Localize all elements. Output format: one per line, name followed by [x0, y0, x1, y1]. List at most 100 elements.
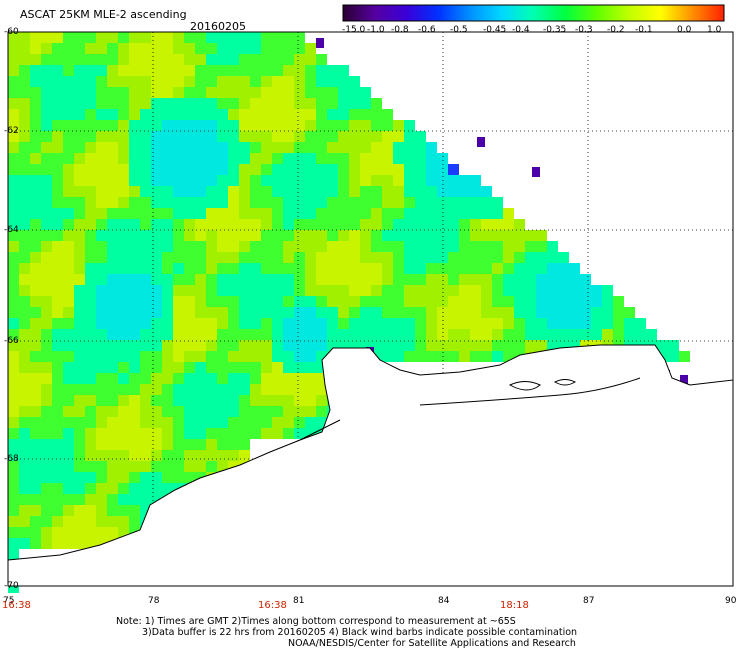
wind-cell: [426, 252, 437, 263]
wind-cell: [536, 274, 547, 285]
wind-cell: [140, 340, 151, 351]
wind-cell: [74, 54, 85, 65]
wind-cell: [96, 362, 107, 373]
wind-cell: [492, 340, 503, 351]
wind-cell: [327, 109, 338, 120]
wind-cell: [8, 186, 19, 197]
wind-cell: [30, 472, 41, 483]
wind-cell: [162, 417, 173, 428]
wind-cell: [283, 65, 294, 76]
wind-cell: [382, 307, 393, 318]
wind-cell: [437, 263, 448, 274]
wind-cell: [536, 318, 547, 329]
wind-cell: [52, 164, 63, 175]
wind-cell: [470, 186, 481, 197]
wind-cell: [140, 153, 151, 164]
wind-cell: [184, 208, 195, 219]
wind-cell: [96, 527, 107, 538]
wind-cell: [261, 131, 272, 142]
wind-cell: [272, 230, 283, 241]
wind-cell: [41, 505, 52, 516]
wind-cell: [305, 98, 316, 109]
wind-cell: [525, 241, 536, 252]
wind-cell: [63, 296, 74, 307]
wind-cell: [162, 153, 173, 164]
wind-cell: [272, 362, 283, 373]
wind-cell: [52, 219, 63, 230]
wind-cell: [74, 450, 85, 461]
wind-cell: [481, 208, 492, 219]
wind-cell: [426, 164, 437, 175]
wind-cell: [129, 307, 140, 318]
wind-cell: [228, 87, 239, 98]
wind-cell: [371, 164, 382, 175]
wind-cell: [162, 98, 173, 109]
wind-cell: [206, 175, 217, 186]
wind-cell: [206, 285, 217, 296]
wind-cell: [492, 219, 503, 230]
wind-cell: [30, 384, 41, 395]
wind-cell: [228, 65, 239, 76]
wind-cell: [503, 274, 514, 285]
wind-cell: [668, 351, 679, 362]
wind-cell: [228, 417, 239, 428]
wind-cell: [250, 98, 261, 109]
wind-cell: [294, 109, 305, 120]
wind-cell: [8, 329, 19, 340]
wind-cell: [294, 98, 305, 109]
wind-cell: [217, 274, 228, 285]
wind-cell: [151, 340, 162, 351]
wind-cell: [294, 241, 305, 252]
wind-cell: [294, 208, 305, 219]
wind-cell: [261, 43, 272, 54]
wind-cell: [327, 120, 338, 131]
wind-cell: [129, 351, 140, 362]
wind-cell: [591, 318, 602, 329]
wind-cell: [52, 43, 63, 54]
wind-cell: [261, 307, 272, 318]
wind-cell: [74, 285, 85, 296]
wind-cell: [74, 131, 85, 142]
wind-cell: [305, 230, 316, 241]
wind-cell: [19, 406, 30, 417]
wind-cell: [217, 329, 228, 340]
wind-cell: [272, 241, 283, 252]
wind-cell: [118, 109, 129, 120]
wind-cell: [118, 406, 129, 417]
wind-cell: [657, 340, 668, 351]
wind-cell: [514, 296, 525, 307]
wind-cell: [228, 153, 239, 164]
wind-cell: [41, 417, 52, 428]
wind-cell: [404, 263, 415, 274]
wind-cell: [239, 142, 250, 153]
wind-cell: [404, 241, 415, 252]
wind-cell: [96, 285, 107, 296]
wind-cell: [404, 186, 415, 197]
wind-cell: [162, 186, 173, 197]
wind-cell: [250, 142, 261, 153]
wind-cell: [140, 164, 151, 175]
wind-cell: [228, 219, 239, 230]
wind-cell: [613, 329, 624, 340]
wind-cell: [8, 340, 19, 351]
wind-cell: [30, 527, 41, 538]
wind-cell: [360, 318, 371, 329]
wind-cell: [668, 340, 679, 351]
wind-cell: [129, 483, 140, 494]
wind-cell: [74, 142, 85, 153]
wind-cell: [151, 428, 162, 439]
wind-cell: [547, 274, 558, 285]
wind-cell: [305, 395, 316, 406]
wind-cell: [393, 263, 404, 274]
wind-cell: [173, 472, 184, 483]
wind-cell: [217, 65, 228, 76]
wind-cell: [96, 516, 107, 527]
wind-cell: [261, 120, 272, 131]
wind-cell: [19, 505, 30, 516]
wind-cell: [503, 329, 514, 340]
wind-cell: [162, 230, 173, 241]
wind-cell: [63, 351, 74, 362]
colorbar-tick-label: -1.0: [367, 25, 385, 35]
wind-cell: [360, 219, 371, 230]
wind-cell: [382, 285, 393, 296]
